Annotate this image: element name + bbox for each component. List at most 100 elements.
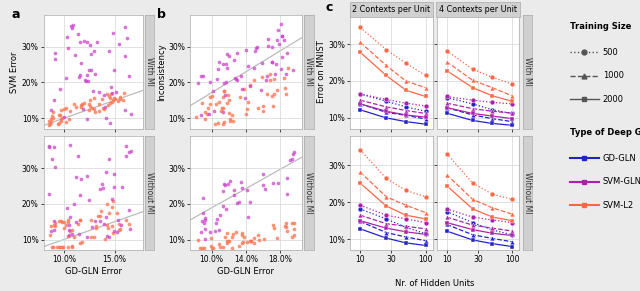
- Point: [245, 84, 255, 88]
- Point: [47, 157, 57, 162]
- Point: [104, 121, 115, 126]
- Point: [221, 66, 232, 71]
- Point: [58, 107, 68, 111]
- Point: [76, 105, 86, 109]
- Point: [90, 72, 100, 77]
- Point: [102, 234, 113, 238]
- Point: [106, 91, 116, 96]
- Point: [102, 222, 112, 227]
- Point: [61, 120, 71, 124]
- Point: [234, 199, 244, 204]
- Point: [200, 215, 210, 220]
- Point: [94, 102, 104, 106]
- Point: [117, 185, 127, 190]
- Point: [86, 68, 96, 72]
- Point: [99, 222, 109, 227]
- Point: [58, 244, 68, 249]
- Point: [75, 193, 85, 197]
- Point: [103, 226, 113, 230]
- Point: [45, 233, 55, 237]
- Point: [254, 237, 264, 242]
- Title: 4 Contexts per Unit: 4 Contexts per Unit: [439, 5, 517, 14]
- Point: [209, 228, 220, 233]
- Point: [222, 101, 232, 106]
- Point: [65, 215, 75, 220]
- Point: [83, 79, 93, 84]
- Point: [120, 107, 131, 112]
- Point: [61, 35, 72, 40]
- Point: [67, 228, 77, 233]
- Point: [253, 233, 263, 237]
- Point: [245, 200, 255, 205]
- Point: [63, 218, 73, 222]
- Point: [113, 211, 123, 215]
- Point: [204, 112, 214, 116]
- Point: [44, 145, 54, 150]
- X-axis label: GD-GLN Error: GD-GLN Error: [65, 267, 122, 276]
- Point: [85, 104, 95, 109]
- Point: [200, 109, 210, 114]
- Point: [88, 95, 99, 100]
- Point: [257, 74, 268, 79]
- Point: [97, 186, 108, 191]
- Point: [46, 117, 56, 122]
- Point: [84, 198, 94, 203]
- Point: [196, 112, 206, 117]
- Point: [47, 244, 57, 249]
- Point: [95, 187, 105, 191]
- Point: [70, 52, 80, 57]
- Point: [55, 244, 65, 249]
- Point: [113, 99, 123, 104]
- Point: [113, 218, 124, 222]
- Point: [124, 150, 134, 154]
- Point: [104, 211, 115, 216]
- Point: [44, 119, 54, 124]
- Point: [46, 229, 56, 233]
- Point: [99, 93, 109, 98]
- Point: [223, 238, 233, 243]
- Text: Type of Deep GLN: Type of Deep GLN: [570, 128, 640, 137]
- Point: [99, 106, 109, 110]
- Point: [215, 244, 225, 249]
- Point: [195, 230, 205, 235]
- Point: [95, 214, 106, 219]
- Point: [59, 220, 69, 225]
- Point: [196, 73, 206, 78]
- Point: [242, 239, 252, 244]
- Point: [56, 116, 67, 121]
- Point: [61, 106, 71, 111]
- Point: [82, 234, 92, 239]
- Point: [227, 118, 237, 123]
- Point: [280, 224, 290, 228]
- Point: [82, 40, 92, 45]
- Point: [68, 201, 79, 206]
- Point: [111, 90, 122, 95]
- Point: [109, 95, 119, 100]
- Point: [289, 233, 300, 237]
- Point: [218, 105, 228, 110]
- Point: [277, 33, 287, 38]
- Point: [94, 90, 104, 95]
- Point: [108, 31, 118, 36]
- Point: [220, 235, 230, 240]
- Point: [125, 227, 135, 232]
- Point: [287, 235, 298, 239]
- Text: b: b: [157, 8, 166, 21]
- Point: [86, 52, 96, 56]
- Point: [267, 60, 277, 64]
- Point: [79, 38, 90, 43]
- Point: [56, 244, 67, 249]
- Point: [214, 228, 225, 233]
- Point: [237, 240, 247, 245]
- Point: [84, 68, 94, 73]
- Point: [59, 114, 69, 119]
- Point: [205, 230, 215, 235]
- Point: [221, 231, 232, 236]
- Point: [225, 179, 235, 184]
- Point: [107, 205, 117, 210]
- Point: [86, 218, 97, 223]
- Point: [230, 230, 241, 235]
- Point: [65, 142, 76, 147]
- Point: [259, 237, 269, 242]
- Text: 2000: 2000: [603, 95, 623, 104]
